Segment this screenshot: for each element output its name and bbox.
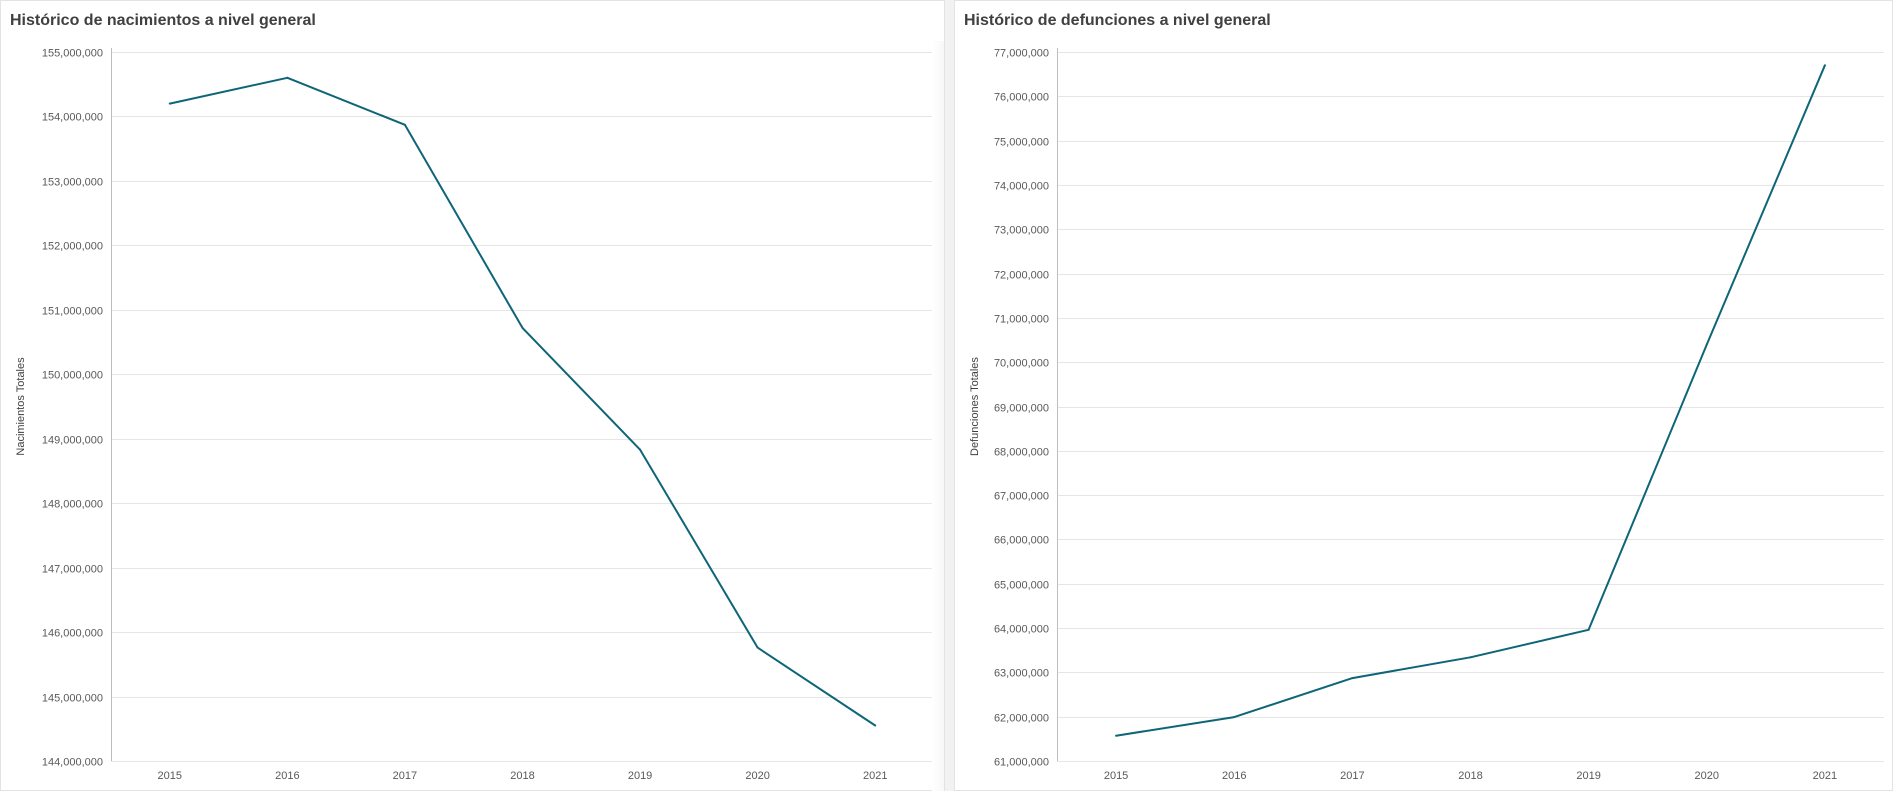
deaths-data-point (1587, 628, 1590, 631)
births-data-point (403, 123, 406, 126)
deaths-chart-title: Histórico de defunciones a nivel general (964, 12, 1271, 29)
births-series-line (169, 76, 876, 727)
deaths-x-tick-label: 2017 (1340, 770, 1364, 782)
births-data-point (286, 76, 289, 79)
births-y-tick-label: 148,000,000 (42, 499, 103, 511)
deaths-data-point (1469, 656, 1472, 659)
deaths-series-line (1115, 64, 1826, 737)
births-chart-title: Histórico de nacimientos a nivel general (10, 12, 316, 29)
births-x-tick-label: 2020 (745, 770, 769, 782)
deaths-y-tick-label: 67,000,000 (994, 491, 1049, 503)
births-data-points (168, 76, 877, 727)
births-y-tick-label: 146,000,000 (42, 628, 103, 640)
births-y-tick-label: 150,000,000 (42, 370, 103, 382)
deaths-y-tick-label: 77,000,000 (994, 48, 1049, 60)
births-x-tick-labels: 2015 2016 2017 2018 2019 2020 2021 (158, 770, 888, 782)
deaths-x-tick-label: 2019 (1576, 770, 1600, 782)
births-y-tick-label: 145,000,000 (42, 693, 103, 705)
deaths-y-tick-label: 62,000,000 (994, 713, 1049, 725)
deaths-x-tick-label: 2015 (1104, 770, 1128, 782)
births-y-tick-label: 147,000,000 (42, 564, 103, 576)
deaths-data-point (1233, 716, 1236, 719)
deaths-y-axis-title: Defunciones Totales (969, 357, 981, 456)
deaths-y-tick-labels: 61,000,000 62,000,000 63,000,000 64,000,000… (994, 48, 1049, 769)
births-y-tick-label: 153,000,000 (42, 177, 103, 189)
births-data-point (168, 102, 171, 105)
births-panel-scroll-edge (932, 41, 944, 791)
births-chart-panel: Histórico de nacimientos a nivel general… (0, 0, 945, 791)
deaths-y-tick-label: 75,000,000 (994, 137, 1049, 149)
births-y-tick-label: 151,000,000 (42, 306, 103, 318)
deaths-y-tick-label: 68,000,000 (994, 447, 1049, 459)
deaths-y-tick-label: 76,000,000 (994, 92, 1049, 104)
deaths-y-tick-label: 66,000,000 (994, 535, 1049, 547)
deaths-data-points (1115, 64, 1826, 737)
births-data-point (874, 724, 877, 727)
deaths-y-tick-label: 73,000,000 (994, 225, 1049, 237)
deaths-gridlines (1057, 52, 1884, 762)
births-line-chart: 144,000,000 145,000,000 146,000,000 147,000… (15, 48, 934, 782)
births-x-tick-label: 2018 (510, 770, 534, 782)
births-x-tick-label: 2017 (393, 770, 417, 782)
deaths-y-tick-label: 65,000,000 (994, 580, 1049, 592)
births-y-tick-label: 155,000,000 (42, 48, 103, 60)
deaths-y-tick-label: 69,000,000 (994, 403, 1049, 415)
deaths-y-tick-label: 64,000,000 (994, 624, 1049, 636)
deaths-x-tick-label: 2018 (1458, 770, 1482, 782)
deaths-line-chart: 61,000,000 62,000,000 63,000,000 64,000,000… (969, 48, 1884, 782)
deaths-y-tick-label: 71,000,000 (994, 314, 1049, 326)
births-data-point (639, 448, 642, 451)
deaths-data-point (1351, 677, 1354, 680)
deaths-y-tick-label: 74,000,000 (994, 181, 1049, 193)
births-y-tick-label: 154,000,000 (42, 112, 103, 124)
deaths-chart-panel: Histórico de defunciones a nivel general… (954, 0, 1893, 791)
births-gridlines (111, 52, 934, 762)
deaths-x-tick-labels: 2015 2016 2017 2018 2019 2020 2021 (1104, 770, 1837, 782)
deaths-y-tick-label: 72,000,000 (994, 270, 1049, 282)
deaths-y-tick-label: 61,000,000 (994, 757, 1049, 769)
deaths-y-tick-label: 63,000,000 (994, 668, 1049, 680)
deaths-data-point (1705, 343, 1708, 346)
births-x-tick-label: 2015 (158, 770, 182, 782)
births-y-tick-label: 152,000,000 (42, 241, 103, 253)
deaths-x-tick-label: 2021 (1813, 770, 1837, 782)
births-y-axis-title: Nacimientos Totales (15, 357, 27, 456)
births-data-point (521, 326, 524, 329)
deaths-data-point (1115, 734, 1118, 737)
deaths-x-tick-label: 2020 (1695, 770, 1719, 782)
deaths-x-tick-label: 2016 (1222, 770, 1246, 782)
births-x-tick-label: 2021 (863, 770, 887, 782)
births-y-tick-labels: 144,000,000 145,000,000 146,000,000 147,000… (42, 48, 103, 769)
births-y-tick-label: 149,000,000 (42, 435, 103, 447)
births-data-point (756, 646, 759, 649)
deaths-data-point (1823, 64, 1826, 67)
deaths-y-tick-label: 70,000,000 (994, 358, 1049, 370)
births-x-tick-label: 2019 (628, 770, 652, 782)
births-y-tick-label: 144,000,000 (42, 757, 103, 769)
births-x-tick-label: 2016 (275, 770, 299, 782)
